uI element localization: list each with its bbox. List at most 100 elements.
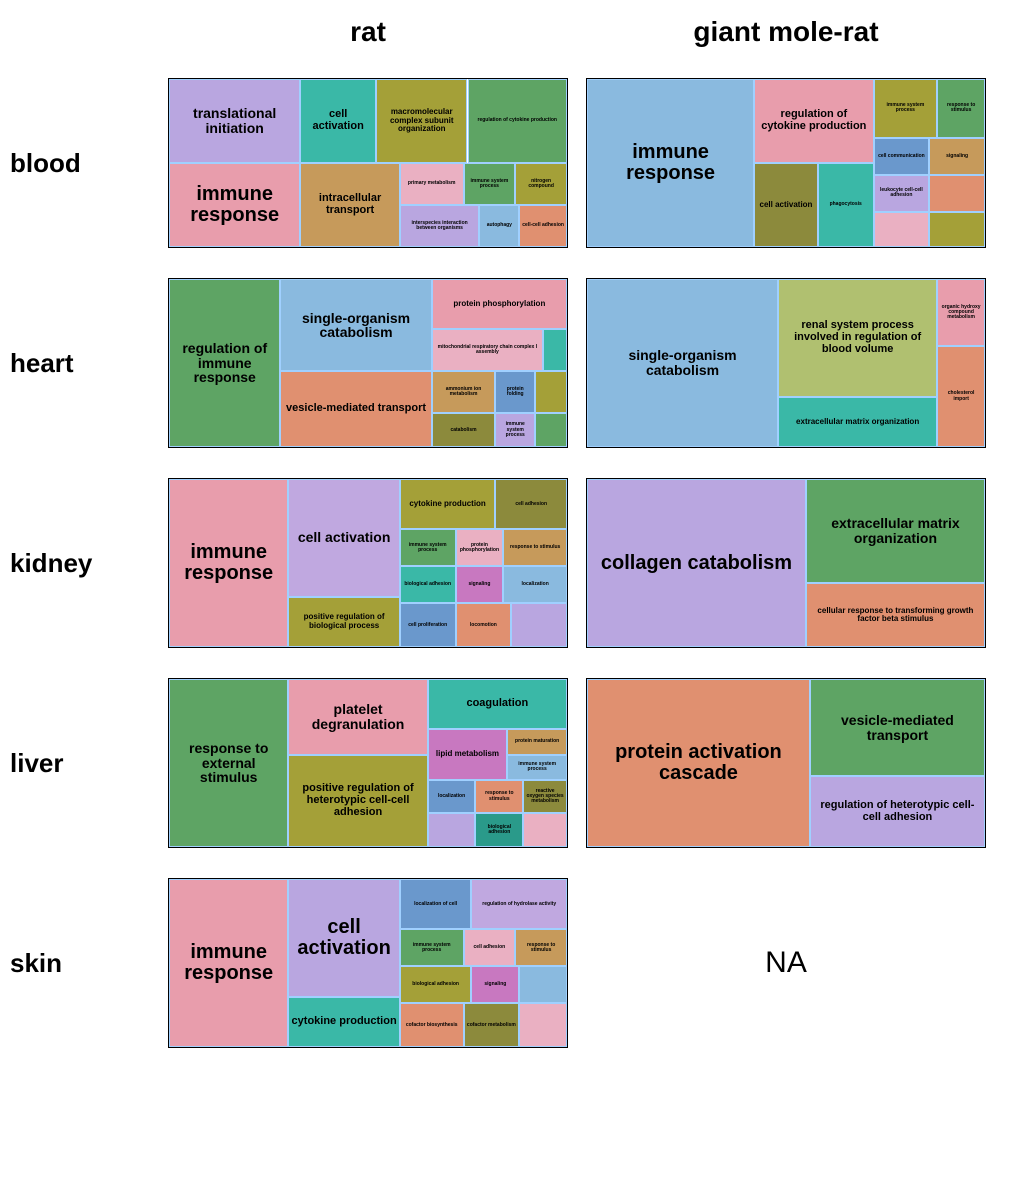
treemap-liver-rat: response to external stimulusplatelet de… (168, 678, 568, 848)
treemap-cell: catabolism (432, 413, 496, 447)
treemap-cell: leukocyte cell-cell adhesion (874, 175, 930, 212)
treemap-cell: vesicle-mediated transport (810, 679, 985, 776)
treemap-cell: localization (503, 566, 567, 603)
treemap-cell: response to stimulus (937, 79, 985, 138)
treemap-cell: cofactor metabolism (464, 1003, 520, 1047)
treemap-cell: response to stimulus (515, 929, 567, 966)
row-label-kidney: kidney (10, 548, 150, 579)
treemap-cell: signaling (456, 566, 504, 603)
treemap-cell: response to stimulus (503, 529, 567, 566)
treemap-cell: regulation of immune response (169, 279, 280, 447)
treemap-cell (511, 603, 567, 647)
treemap-cell: immune system process (464, 163, 516, 205)
treemap-cell: reactive oxygen species metabolism (523, 780, 567, 814)
treemap-cell: regulation of cytokine production (468, 79, 568, 163)
treemap-blood-gmr: immune responseregulation of cytokine pr… (586, 78, 986, 248)
treemap-grid: rat giant mole-rat blood translational i… (10, 16, 1010, 1048)
treemap-cell: cofactor biosynthesis (400, 1003, 464, 1047)
treemap-cell: single-organism catabolism (280, 279, 431, 371)
treemap-cell: biological adhesion (400, 966, 472, 1003)
row-label-blood: blood (10, 148, 150, 179)
treemap-cell: mitochondrial respiratory chain complex … (432, 329, 543, 371)
treemap-cell: immune response (169, 163, 300, 247)
treemap-cell: cytokine production (288, 997, 399, 1047)
treemap-cell: collagen catabolism (587, 479, 806, 647)
treemap-cell: intracellular transport (300, 163, 400, 247)
treemap-cell: primary metabolism (400, 163, 464, 205)
treemap-cell: localization (428, 780, 476, 814)
treemap-cell: biological adhesion (400, 566, 456, 603)
treemap-cell: nitrogen compound (515, 163, 567, 205)
treemap-cell: cholesterol import (937, 346, 985, 447)
treemap-cell: protein phosphorylation (432, 279, 567, 329)
treemap-cell: locomotion (456, 603, 512, 647)
treemap-cell: immune system process (400, 529, 456, 566)
treemap-cell: cell activation (288, 479, 399, 597)
treemap-cell: lipid metabolism (428, 729, 508, 779)
treemap-cell: autophagy (479, 205, 519, 247)
treemap-cell: immune response (169, 479, 288, 647)
treemap-cell: extracellular matrix organization (778, 397, 937, 447)
treemap-cell: protein folding (495, 371, 535, 413)
treemap-cell: coagulation (428, 679, 567, 729)
treemap-cell: renal system process involved in regulat… (778, 279, 937, 397)
treemap-cell (543, 329, 567, 371)
treemap-cell: single-organism catabolism (587, 279, 778, 447)
treemap-cell: biological adhesion (475, 813, 523, 847)
treemap-cell (428, 813, 476, 847)
treemap-cell: immune system process (495, 413, 535, 447)
treemap-cell: immune response (169, 879, 288, 1047)
treemap-blood-rat: translational initiationcell activationm… (168, 78, 568, 248)
treemap-cell: regulation of hydrolase activity (471, 879, 567, 929)
treemap-heart-rat: regulation of immune responsesingle-orga… (168, 278, 568, 448)
treemap-cell: regulation of heterotypic cell-cell adhe… (810, 776, 985, 847)
col-header-rat: rat (168, 16, 568, 48)
treemap-cell: phagocytosis (818, 163, 874, 247)
treemap-cell: immune response (587, 79, 754, 247)
row-label-heart: heart (10, 348, 150, 379)
treemap-cell (519, 966, 567, 1003)
treemap-skin-gmr-na: NA (586, 946, 986, 980)
treemap-kidney-rat: immune responsecell activationcytokine p… (168, 478, 568, 648)
treemap-cell: immune system process (400, 929, 464, 966)
treemap-cell: cell activation (754, 163, 818, 247)
treemap-cell: cellular response to transforming growth… (806, 583, 985, 647)
treemap-heart-gmr: single-organism catabolismrenal system p… (586, 278, 986, 448)
treemap-liver-gmr: protein activation cascadevesicle-mediat… (586, 678, 986, 848)
treemap-cell: interspecies interaction between organis… (400, 205, 480, 247)
treemap-cell: positive regulation of heterotypic cell-… (288, 755, 427, 847)
treemap-cell: cytokine production (400, 479, 496, 529)
treemap-cell: cell activation (288, 879, 399, 997)
treemap-cell: vesicle-mediated transport (280, 371, 431, 447)
treemap-kidney-gmr: collagen catabolismextracellular matrix … (586, 478, 986, 648)
row-label-skin: skin (10, 948, 150, 979)
treemap-cell: ammonium ion metabolism (432, 371, 496, 413)
treemap-cell: cell activation (300, 79, 376, 163)
treemap-cell: translational initiation (169, 79, 300, 163)
treemap-cell: protein activation cascade (587, 679, 810, 847)
treemap-cell: regulation of cytokine production (754, 79, 873, 163)
treemap-cell (929, 175, 985, 212)
treemap-cell: response to stimulus (475, 780, 523, 814)
treemap-cell: cell proliferation (400, 603, 456, 647)
treemap-cell: response to external stimulus (169, 679, 288, 847)
treemap-cell: signaling (471, 966, 519, 1003)
treemap-cell: immune system process (874, 79, 938, 138)
treemap-skin-rat: immune responsecell activationlocalizati… (168, 878, 568, 1048)
treemap-cell: cell adhesion (464, 929, 516, 966)
treemap-cell (535, 413, 567, 447)
treemap-cell: cell adhesion (495, 479, 567, 529)
treemap-cell: positive regulation of biological proces… (288, 597, 399, 647)
treemap-cell (523, 813, 567, 847)
treemap-cell (874, 212, 930, 247)
treemap-cell: platelet degranulation (288, 679, 427, 755)
treemap-cell: protein phosphorylation (456, 529, 504, 566)
row-label-liver: liver (10, 748, 150, 779)
treemap-cell (519, 1003, 567, 1047)
treemap-cell: localization of cell (400, 879, 472, 929)
treemap-cell: cell-cell adhesion (519, 205, 567, 247)
treemap-cell: extracellular matrix organization (806, 479, 985, 583)
treemap-cell: immune system process (507, 755, 567, 780)
treemap-cell (535, 371, 567, 413)
treemap-cell (929, 212, 985, 247)
